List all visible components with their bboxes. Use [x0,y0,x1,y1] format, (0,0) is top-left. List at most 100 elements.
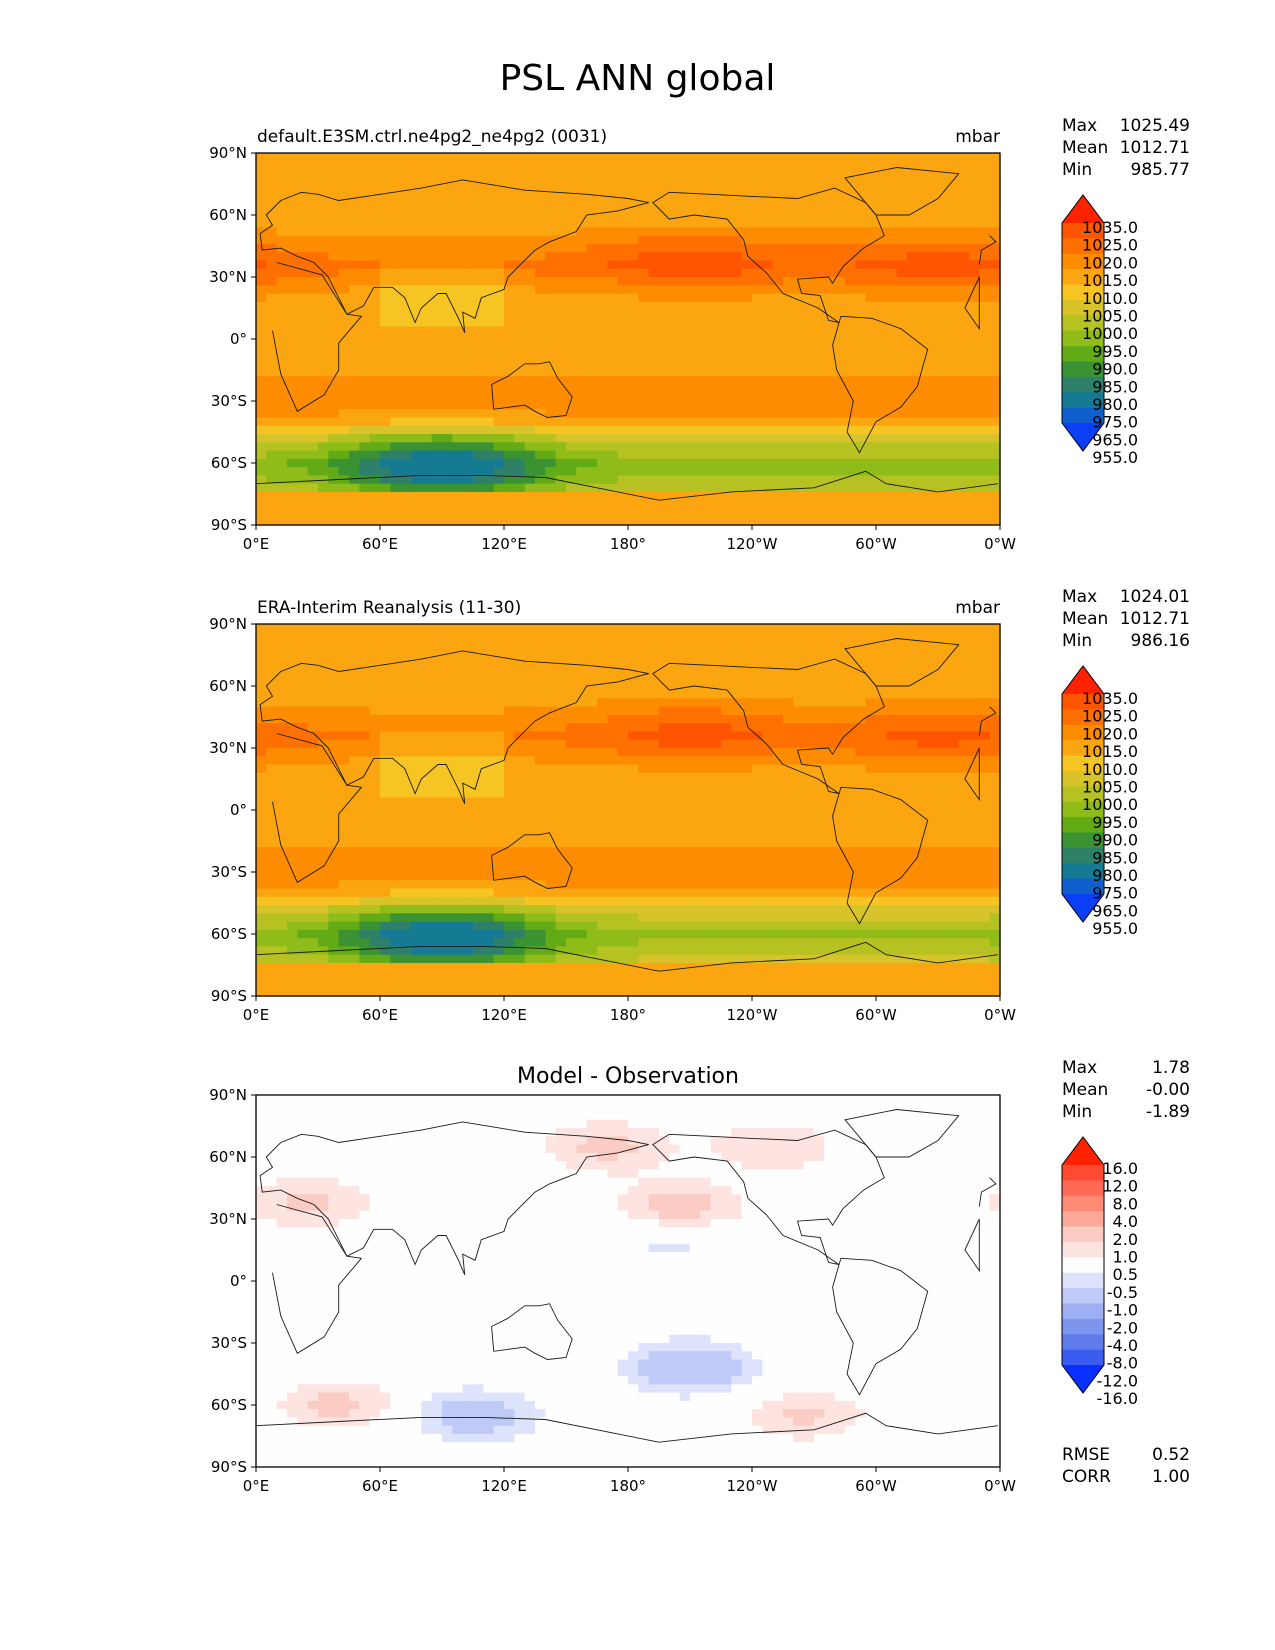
field-cell [400,434,412,443]
field-cell [545,640,557,650]
field-cell [834,326,846,336]
field-cell [958,285,970,295]
field-cell [793,194,805,204]
field-cell [628,731,639,741]
field-cell [762,243,774,253]
field-cell [421,434,433,443]
field-cell [442,277,453,286]
field-cell [814,219,825,228]
field-cell [876,243,887,253]
field-cell [297,797,309,807]
field-cell [411,681,422,691]
field-cell [297,359,309,369]
field-cell [617,235,629,245]
field-cell [349,648,360,658]
field-cell [390,814,402,823]
field-cell [566,748,577,757]
field-cell [586,690,598,699]
lon-tick-label: 0°E [243,535,270,553]
field-cell [659,219,670,228]
field-cell [380,731,391,741]
field-cell [473,293,484,303]
field-cell [390,781,402,790]
field-cell [338,681,350,691]
field-cell [948,665,960,675]
field-cell [297,367,309,377]
field-cell [256,681,267,691]
field-cell [958,235,970,245]
field-cell [886,673,898,683]
field-cell [359,277,371,286]
field-cell [349,351,360,361]
field-cell [359,392,371,402]
field-cell [318,467,329,476]
field-cell [390,516,402,526]
field-cell [834,277,846,286]
field-cell [845,359,856,369]
field-cell [318,748,329,757]
field-cell [307,359,319,369]
field-cell [297,723,309,733]
field-cell [741,285,753,295]
field-cell [824,194,836,204]
field-cell [597,434,608,443]
field-cell [834,681,846,691]
field-cell [597,657,608,666]
field-cell [938,690,949,699]
field-cell [721,285,732,295]
field-cell [421,657,433,666]
field-cell [359,772,371,782]
field-cell [473,268,484,278]
field-cell [958,508,970,518]
field-cell [855,508,867,518]
field-cell [524,772,536,782]
field-cell [907,690,918,699]
field-cell [597,219,608,228]
field-cell [276,475,288,485]
field-cell [545,343,557,352]
field-cell [266,467,278,476]
field-cell [855,805,867,815]
field-cell [256,467,267,476]
field-cell [679,640,691,650]
field-cell [318,310,329,319]
field-cell [989,235,1001,245]
field-cell [411,706,422,716]
field-cell [886,401,898,410]
field-cell [545,153,557,162]
field-cell [628,392,639,402]
field-cell [411,227,422,237]
field-cell [690,789,701,799]
field-cell [938,714,949,724]
field-cell [338,153,350,162]
field-cell [741,343,753,352]
field-cell [493,417,505,427]
field-cell [969,401,980,410]
field-cell [576,268,588,278]
field-cell [297,491,309,501]
field-cell [938,475,949,485]
field-cell [555,310,567,319]
field-cell [524,665,536,675]
field-cell [638,772,650,782]
field-cell [752,318,763,328]
field-cell [876,425,887,435]
field-cell [648,756,660,766]
field-cell [907,210,918,220]
field-cell [566,698,577,708]
field-cell [545,268,557,278]
field-cell [638,310,650,319]
field-cell [287,706,298,716]
field-cell [483,235,495,245]
field-cell [266,169,278,179]
field-cell [307,756,319,766]
field-cell [431,310,443,319]
field-cell [276,690,288,699]
field-cell [948,359,960,369]
field-cell [390,764,402,774]
field-cell [524,797,536,807]
field-cell [741,384,753,394]
field-cell [762,516,774,526]
field-cell [752,442,763,452]
field-cell [803,268,815,278]
